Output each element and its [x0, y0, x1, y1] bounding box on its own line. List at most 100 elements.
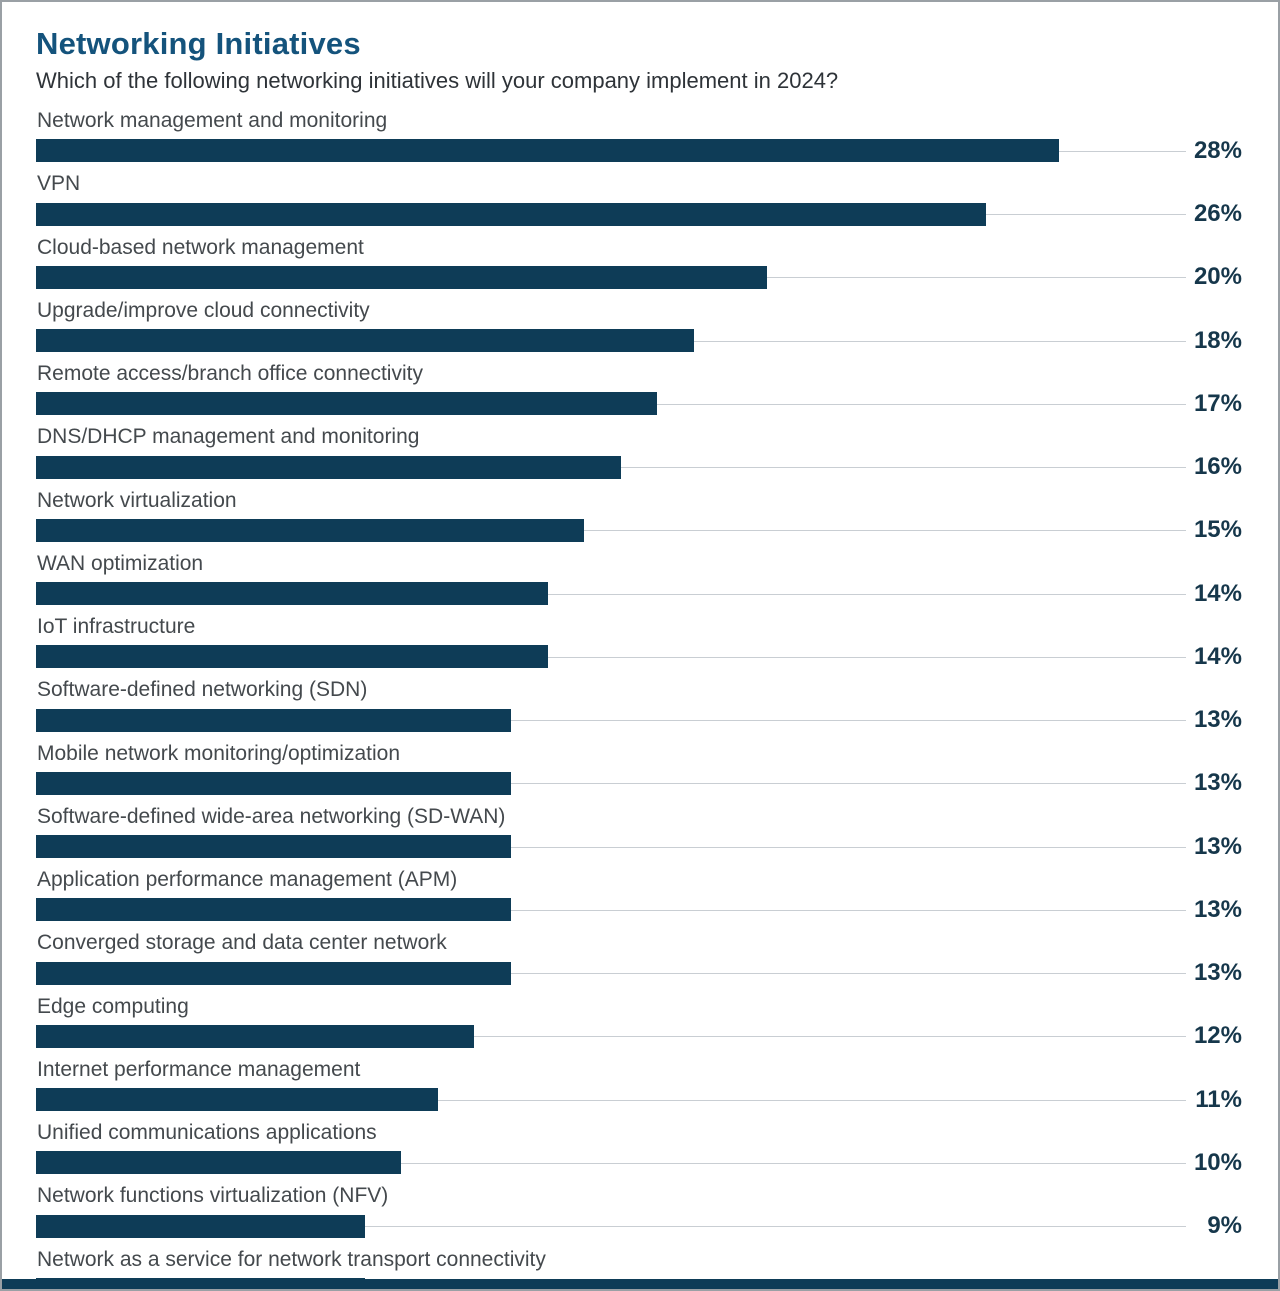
guide-line [36, 656, 1186, 658]
bar [36, 265, 767, 289]
guide-line [36, 1162, 1186, 1164]
value-label: 11% [1195, 1085, 1242, 1113]
bar-label: WAN optimization [37, 551, 204, 575]
value-label: 14% [1193, 579, 1242, 607]
bar-track [36, 139, 1186, 163]
guide-line [36, 909, 1186, 911]
bar-track [36, 1024, 1186, 1048]
bar-label: Mobile network monitoring/optimization [37, 741, 400, 765]
bar-track [36, 392, 1186, 416]
value-label: 13% [1193, 706, 1242, 733]
bar [36, 898, 511, 922]
bar-track [36, 1214, 1186, 1238]
bar-label: VPN [37, 172, 81, 196]
guide-line [36, 530, 1186, 532]
bar-row: Software-defined networking (SDN) 13% [36, 677, 1244, 733]
bottom-accent-strip [2, 1279, 1278, 1289]
bar-track [36, 329, 1186, 352]
bar [36, 329, 694, 352]
bar-chart: Network management and monitoring 28% VPN 2… [36, 108, 1244, 1290]
bar-label: Network virtualization [37, 488, 237, 512]
bar-row: VPN 26% [36, 171, 1244, 227]
value-label: 18% [1193, 326, 1242, 354]
value-label: 13% [1193, 832, 1242, 860]
bar-track [36, 771, 1186, 795]
bar-row: Network functions virtualization (NFV) 9% [36, 1183, 1244, 1239]
value-label: 9% [1207, 1212, 1242, 1239]
bar-track [36, 898, 1186, 922]
bar-label: Network management and monitoring [37, 109, 388, 132]
guide-line [36, 1289, 1186, 1290]
bar-row: Software-defined wide-area networking (S… [36, 804, 1244, 860]
bar-track [36, 202, 1186, 226]
bar-row: Upgrade/improve cloud connectivity 18% [36, 298, 1244, 354]
bar-label: Network as a service for network transpo… [37, 1247, 546, 1271]
bar-row: Internet performance management 11% [36, 1057, 1244, 1113]
bar-label: Unified communications applications [37, 1121, 377, 1144]
guide-line [36, 1036, 1186, 1038]
bar-row: Network management and monitoring 28% [36, 108, 1244, 164]
bar [36, 202, 986, 226]
bar-track [36, 582, 1186, 605]
bar-track [36, 645, 1186, 669]
bar-row: Remote access/branch office connectivity… [36, 361, 1244, 417]
bar-row: Network virtualization 15% [36, 488, 1244, 543]
bar-row: Converged storage and data center networ… [36, 930, 1244, 986]
bar [36, 961, 511, 985]
bar-label: Edge computing [37, 994, 189, 1018]
bar-track [36, 1088, 1186, 1111]
bar-row: Mobile network monitoring/optimization 13… [36, 741, 1244, 797]
bar [36, 518, 584, 542]
bar [36, 771, 511, 795]
bar [36, 1088, 438, 1111]
bar-label: Software-defined wide-area networking (S… [37, 804, 506, 828]
bar [36, 835, 511, 858]
bar-track [36, 835, 1186, 858]
guide-line [36, 846, 1186, 848]
bar-row: DNS/DHCP management and monitoring 16% [36, 424, 1244, 480]
bar [36, 708, 511, 732]
value-label: 28% [1193, 136, 1242, 164]
value-label: 17% [1193, 389, 1242, 417]
bar-label: Cloud-based network management [37, 235, 364, 259]
bar-label: DNS/DHCP management and monitoring [37, 425, 420, 449]
bar-label: IoT infrastructure [37, 615, 196, 638]
bar-track [36, 708, 1186, 732]
bar-track [36, 265, 1186, 289]
bar-row: Application performance management (APM)… [36, 867, 1244, 923]
bar [36, 1024, 474, 1048]
value-label: 16% [1193, 453, 1242, 480]
bar-label: Application performance management (APM) [37, 868, 458, 891]
bar-track [36, 1151, 1186, 1175]
bar-row: Edge computing 12% [36, 994, 1244, 1050]
bar-track [36, 518, 1186, 542]
bar-label: Remote access/branch office connectivity [37, 362, 423, 385]
bar-row: Cloud-based network management 20% [36, 235, 1244, 291]
value-label: 26% [1193, 200, 1242, 227]
bar-label: Upgrade/improve cloud connectivity [37, 298, 370, 322]
bar-label: Internet performance management [37, 1057, 361, 1081]
bar-label: Software-defined networking (SDN) [37, 678, 368, 702]
bar-track [36, 455, 1186, 479]
guide-line [36, 973, 1186, 974]
value-label: 12% [1193, 1022, 1242, 1050]
value-label: 14% [1193, 642, 1242, 670]
chart-subtitle: Which of the following networking initia… [36, 68, 839, 93]
guide-line [36, 720, 1186, 721]
bar-track [36, 961, 1186, 985]
bar-label: Converged storage and data center networ… [37, 931, 447, 955]
value-label: 13% [1193, 769, 1242, 797]
bar-row: WAN optimization 14% [36, 551, 1244, 607]
value-label: 20% [1193, 263, 1242, 291]
bar [36, 1214, 365, 1238]
bar-row: Unified communications applications 10% [36, 1120, 1244, 1176]
bar [36, 139, 1059, 163]
bar [36, 455, 621, 479]
value-label: 13% [1193, 959, 1242, 986]
value-label: 10% [1193, 1148, 1242, 1176]
bar [36, 645, 548, 669]
bar [36, 1151, 401, 1175]
guide-line [36, 1226, 1186, 1227]
bar [36, 582, 548, 605]
